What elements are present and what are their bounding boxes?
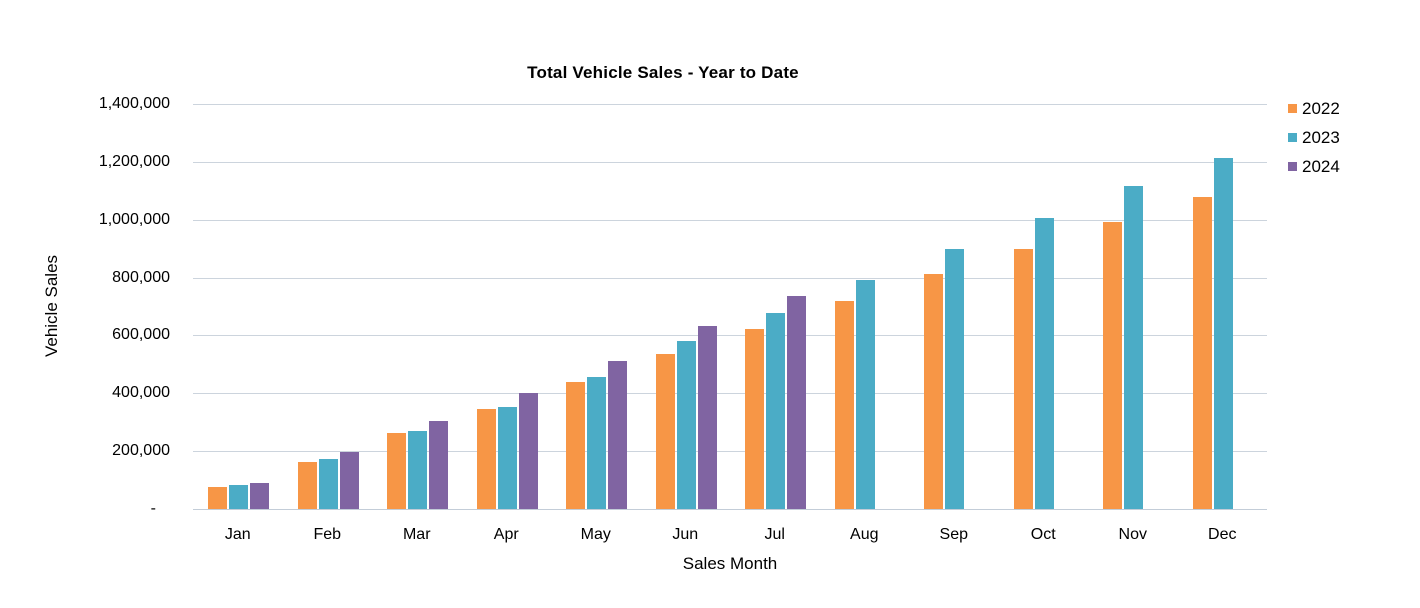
x-tick-label: Jan	[224, 526, 251, 543]
gridline	[193, 277, 1267, 279]
bar-2022-dec	[1193, 197, 1212, 509]
x-tick-label: May	[580, 526, 611, 543]
bar-2023-mar	[408, 431, 427, 509]
gridline	[193, 219, 1267, 221]
y-tick-label: 200,000	[112, 442, 170, 460]
x-tick-label: Oct	[1030, 526, 1056, 543]
gridline	[193, 104, 1267, 105]
bar-2022-aug	[835, 301, 854, 509]
bar-2023-sep	[945, 249, 964, 509]
bar-2023-aug	[856, 280, 875, 509]
bar-2022-jun	[656, 354, 675, 509]
y-axis-tick-labels: - 200,000 400,000 600,000 800,000 1,000,000 1,…	[0, 96, 170, 517]
x-tick-label: Jun	[672, 526, 699, 543]
bar-2022-oct	[1014, 249, 1033, 509]
bar-2023-apr	[498, 407, 517, 509]
bar-2022-feb	[298, 462, 317, 509]
bar-2022-mar	[387, 433, 406, 509]
y-tick-label: -	[150, 500, 156, 517]
legend-marker-icon	[1288, 162, 1297, 171]
plot-area	[193, 104, 1267, 510]
bar-2022-apr	[477, 409, 496, 509]
bar-2024-jul	[787, 296, 806, 509]
y-tick-label: 1,200,000	[98, 152, 170, 170]
bar-2023-jun	[677, 341, 696, 509]
x-tick-label: Feb	[313, 526, 342, 543]
bar-2024-mar	[429, 421, 448, 509]
legend-item-2023: 2023	[1288, 123, 1340, 152]
x-tick-label: Aug	[850, 526, 879, 543]
x-tick-label: Nov	[1118, 526, 1147, 543]
bar-2023-jul	[766, 313, 785, 509]
x-tick-label: Mar	[402, 526, 431, 543]
bar-2022-nov	[1103, 222, 1122, 509]
y-tick-label: 1,000,000	[98, 210, 170, 228]
legend-label: 2024	[1302, 157, 1340, 176]
bar-2024-feb	[340, 452, 359, 509]
bar-2023-feb	[319, 459, 338, 509]
legend-marker-icon	[1288, 133, 1297, 142]
x-tick-label: Jul	[764, 526, 785, 543]
legend-label: 2023	[1302, 128, 1340, 147]
bar-2023-may	[587, 377, 606, 509]
y-tick-label: 400,000	[112, 384, 170, 402]
bar-2022-jul	[745, 329, 764, 509]
bar-2023-oct	[1035, 218, 1054, 509]
y-tick-label: 800,000	[112, 268, 170, 286]
legend-item-2022: 2022	[1288, 94, 1340, 123]
bar-2023-dec	[1214, 158, 1233, 509]
legend-label: 2022	[1302, 99, 1340, 118]
bar-2023-jan	[229, 485, 248, 509]
x-tick-label: Sep	[939, 526, 968, 543]
x-tick-label: Dec	[1208, 526, 1237, 543]
bar-2022-jan	[208, 487, 227, 509]
y-tick-label: 600,000	[112, 326, 170, 344]
gridline	[193, 393, 1267, 395]
gridline	[193, 451, 1267, 453]
x-axis-tick-labels: Jan Feb Mar Apr May Jun Jul Aug Sep Oct Nov Dec	[193, 524, 1267, 546]
chart-title: Total Vehicle Sales - Year to Date	[527, 63, 799, 82]
gridline	[193, 161, 1267, 163]
legend-marker-icon	[1288, 104, 1297, 113]
bar-2024-may	[608, 361, 627, 509]
gridline	[193, 335, 1267, 337]
x-tick-label: Apr	[493, 526, 519, 543]
bar-2023-nov	[1124, 186, 1143, 509]
bar-2024-jun	[698, 326, 717, 509]
bar-2022-may	[566, 382, 585, 509]
y-tick-label: 1,400,000	[98, 95, 170, 112]
x-axis-title: Sales Month	[682, 554, 778, 573]
legend-item-2024: 2024	[1288, 152, 1340, 181]
bar-2024-jan	[250, 483, 269, 509]
bar-2024-apr	[519, 393, 538, 509]
bar-2022-sep	[924, 274, 943, 509]
legend: 2022 2023 2024	[1288, 94, 1340, 181]
